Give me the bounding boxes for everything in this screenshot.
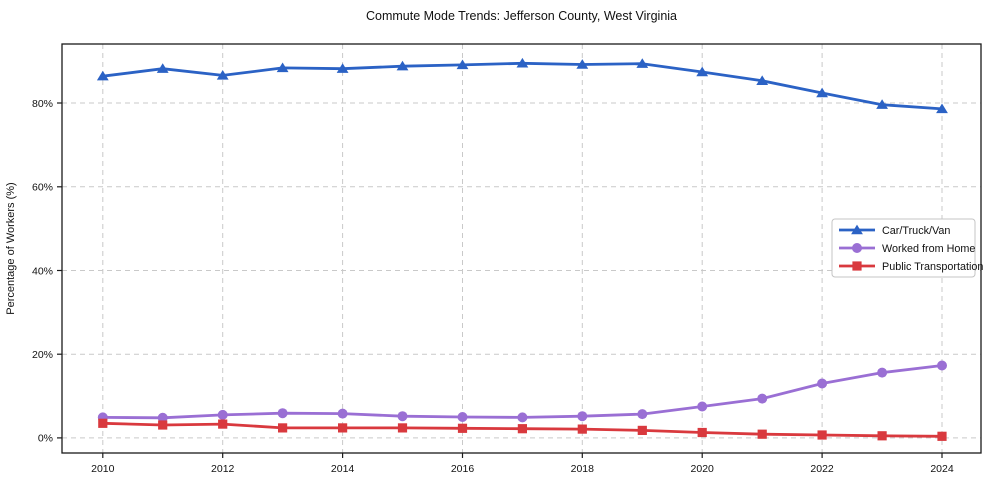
x-tick-label: 2016 <box>451 463 475 475</box>
y-tick-label: 40% <box>32 265 53 277</box>
plot-border <box>61 43 982 454</box>
triangle-marker <box>156 63 169 73</box>
square-marker <box>937 431 947 441</box>
legend-item-worked-from-home: Worked from Home <box>839 243 975 255</box>
series-worked-from-home <box>97 360 947 423</box>
legend-item-car-truck-van: Car/Truck/Van <box>839 224 950 237</box>
x-tick-label: 2014 <box>331 463 355 475</box>
triangle-marker <box>336 63 349 73</box>
circle-marker <box>817 378 828 389</box>
triangle-marker <box>96 70 109 81</box>
series-car-truck-van <box>96 57 948 114</box>
triangle-marker <box>456 59 469 70</box>
circle-marker <box>937 360 947 371</box>
circle-marker <box>397 411 408 422</box>
y-tick-label: 20% <box>32 349 53 361</box>
triangle-marker <box>756 75 769 85</box>
x-tick-label: 2018 <box>571 463 595 475</box>
legend-label: Worked from Home <box>882 243 975 255</box>
series-line <box>101 61 944 111</box>
square-marker <box>278 423 288 433</box>
series-public-transportation <box>98 418 947 441</box>
chart-title: Commute Mode Trends: Jefferson County, W… <box>365 9 678 23</box>
x-tick-label: 2022 <box>810 463 834 475</box>
legend-item-public-transportation: Public Transportation <box>839 261 983 273</box>
square-marker <box>397 423 408 433</box>
x-tick-label: 2010 <box>91 463 115 475</box>
y-tick-label: 80% <box>32 98 53 110</box>
legend-box <box>831 218 976 278</box>
square-marker <box>338 423 348 433</box>
x-tick-label: 2020 <box>691 463 715 475</box>
y-axis-label: Percentage of Workers (%) <box>5 182 17 314</box>
legend-label: Public Transportation <box>882 261 983 273</box>
circle-marker <box>457 412 468 422</box>
square-marker <box>158 420 168 430</box>
square-marker <box>852 261 862 271</box>
y-tick-label: 60% <box>32 182 53 194</box>
circle-marker <box>217 409 228 420</box>
series-line <box>101 364 944 420</box>
x-tick-label: 2024 <box>930 463 954 475</box>
triangle-marker <box>636 58 649 68</box>
square-marker <box>637 425 647 435</box>
legend-label: Car/Truck/Van <box>882 225 950 237</box>
circle-marker <box>157 412 168 423</box>
x-tick-label: 2012 <box>211 463 235 475</box>
square-marker <box>98 418 108 428</box>
square-marker <box>517 424 527 434</box>
square-marker <box>577 424 587 434</box>
triangle-marker <box>276 62 289 73</box>
triangle-marker <box>876 99 888 109</box>
triangle-marker <box>816 87 828 98</box>
square-marker <box>757 429 767 439</box>
square-marker <box>817 430 827 440</box>
legend: Car/Truck/Van Worked from Home Public Tran… <box>831 218 983 278</box>
circle-marker <box>277 408 288 419</box>
square-marker <box>877 431 887 441</box>
circle-marker <box>757 393 768 404</box>
triangle-marker <box>696 66 709 77</box>
circle-marker <box>877 367 888 378</box>
y-tick-label: 0% <box>38 433 53 445</box>
triangle-marker <box>516 57 529 68</box>
circle-marker <box>517 412 528 423</box>
triangle-marker <box>576 59 589 69</box>
circle-marker <box>637 409 648 420</box>
circle-marker <box>852 243 862 253</box>
circle-marker <box>697 401 708 412</box>
triangle-marker <box>936 103 948 114</box>
circle-marker <box>337 408 348 419</box>
square-marker <box>697 427 707 438</box>
triangle-marker <box>216 70 229 80</box>
circle-marker <box>577 411 588 422</box>
square-marker <box>457 423 468 433</box>
triangle-marker <box>396 60 409 71</box>
square-marker <box>218 419 228 429</box>
triangle-marker <box>851 224 863 235</box>
